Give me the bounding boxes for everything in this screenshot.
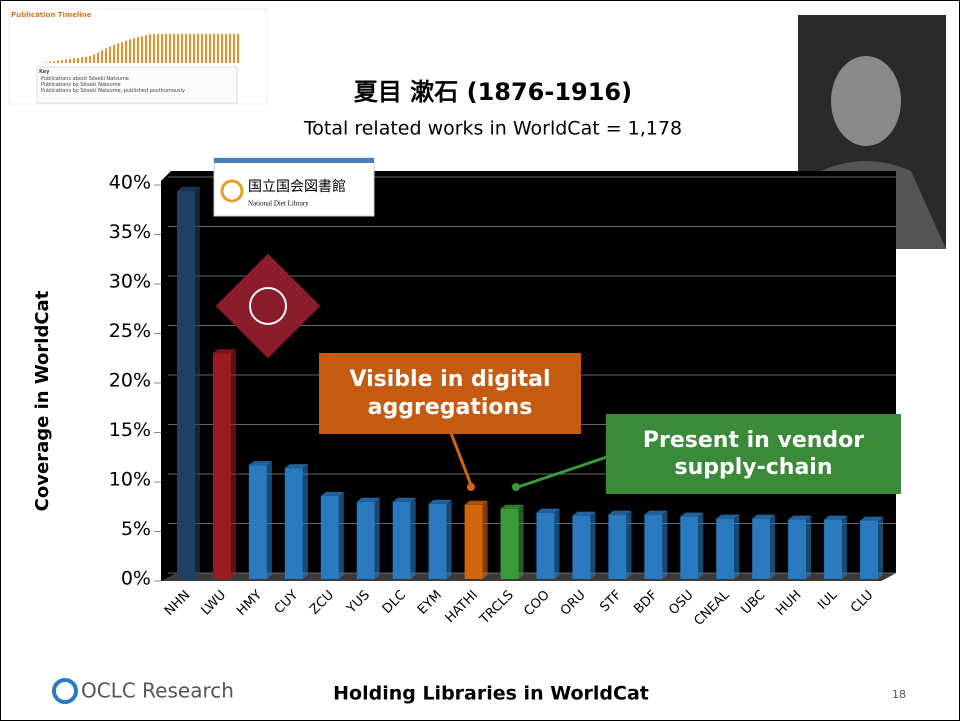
y-axis-title: Coverage in WorldCat xyxy=(32,290,53,511)
x-tick-label: UBC xyxy=(739,588,769,618)
bar xyxy=(177,191,195,579)
bar xyxy=(680,517,698,579)
bar-side xyxy=(734,515,739,579)
x-tick-label: CLU xyxy=(848,588,876,616)
annotation-box: Present in vendor supply-chain xyxy=(606,414,901,494)
x-tick-label: EYM xyxy=(415,588,445,618)
bar xyxy=(501,509,519,579)
x-tick-label: YUS xyxy=(344,588,373,617)
bar-side xyxy=(483,501,488,579)
bar-side xyxy=(195,187,200,579)
bar xyxy=(249,465,267,579)
bar xyxy=(644,515,662,579)
x-tick-label: BDF xyxy=(631,588,660,617)
bar-side xyxy=(519,505,524,579)
ndl-logo-bar xyxy=(214,158,374,163)
ndl-english: National Diet Library xyxy=(248,200,309,208)
bar xyxy=(860,521,878,579)
x-tick-label: STF xyxy=(597,588,624,615)
y-tick-label: 35% xyxy=(109,221,151,243)
bar-side xyxy=(662,511,667,579)
x-tick-label: CUY xyxy=(272,588,301,617)
bar xyxy=(752,519,770,579)
bar-side xyxy=(842,516,847,579)
bar xyxy=(824,520,842,579)
bar-side xyxy=(231,349,236,579)
bar xyxy=(716,519,734,579)
x-tick-label: DLC xyxy=(380,588,409,617)
timeline-key-title: Key xyxy=(39,69,49,75)
x-tick-label: ZCU xyxy=(307,588,337,618)
bar xyxy=(465,505,483,579)
y-tick-label: 0% xyxy=(121,568,151,590)
x-tick-label: IUL xyxy=(815,587,841,613)
bar-side xyxy=(590,512,595,579)
y-tick-label: 25% xyxy=(109,320,151,342)
y-tick-label: 20% xyxy=(109,370,151,392)
title: 夏目 漱石 (1876-1916) xyxy=(354,78,632,106)
timeline-title: Publication Timeline xyxy=(11,11,92,19)
y-tick-label: 10% xyxy=(109,469,151,491)
bar xyxy=(572,516,590,579)
x-tick-label: NHN xyxy=(162,588,193,619)
portrait-face xyxy=(831,56,901,146)
bar xyxy=(608,515,626,579)
x-tick-label: CNEAL xyxy=(691,587,733,629)
bar xyxy=(429,504,447,579)
bar xyxy=(357,502,375,579)
annotation-dot xyxy=(467,483,475,491)
bar-side xyxy=(555,509,560,579)
annotation-dot xyxy=(512,483,520,491)
x-tick-label: HMY xyxy=(234,588,265,619)
oclc-logo: OCLC Research xyxy=(81,679,234,703)
x-tick-label: LWU xyxy=(199,588,230,619)
bar-side xyxy=(303,464,308,579)
bar xyxy=(213,353,231,579)
bar-side xyxy=(878,517,883,579)
y-tick-label: 40% xyxy=(109,172,151,194)
bar-side xyxy=(626,511,631,579)
x-tick-label: TRCLS xyxy=(477,588,517,628)
bar xyxy=(393,502,411,579)
y-tick-label: 5% xyxy=(121,518,151,540)
annotation-box: Visible in digital aggregations xyxy=(319,353,581,434)
ndl-name: 国立国会図書館 xyxy=(248,178,346,195)
x-axis-title: Holding Libraries in WorldCat xyxy=(333,683,649,705)
oclc-logo-mark xyxy=(54,680,76,702)
bar-side xyxy=(267,461,272,579)
bar xyxy=(788,520,806,579)
y-tick-label: 15% xyxy=(109,419,151,441)
timeline-key-item: Publications by Sōseki Natsume, publishe… xyxy=(41,88,185,94)
x-tick-label: COO xyxy=(521,588,552,619)
bar-side xyxy=(339,492,344,579)
bar-side xyxy=(806,516,811,579)
x-tick-label: OSU xyxy=(666,588,696,618)
bar-side xyxy=(447,500,452,579)
bar xyxy=(321,496,339,579)
bar-side xyxy=(770,515,775,579)
slide: Publication Timeline 夏目 漱石 (1876-1916) T… xyxy=(0,0,960,721)
subtitle: Total related works in WorldCat = 1,178 xyxy=(303,118,682,140)
bar-side xyxy=(698,513,703,579)
bar xyxy=(537,513,555,579)
x-tick-label: HUH xyxy=(773,588,804,619)
page-number: 18 xyxy=(892,688,906,701)
bar xyxy=(285,468,303,579)
x-tick-label: ORU xyxy=(558,588,589,619)
bar-side xyxy=(375,498,380,579)
y-tick-label: 30% xyxy=(109,271,151,293)
bar-side xyxy=(411,498,416,579)
x-tick-label: HATHI xyxy=(443,588,481,626)
